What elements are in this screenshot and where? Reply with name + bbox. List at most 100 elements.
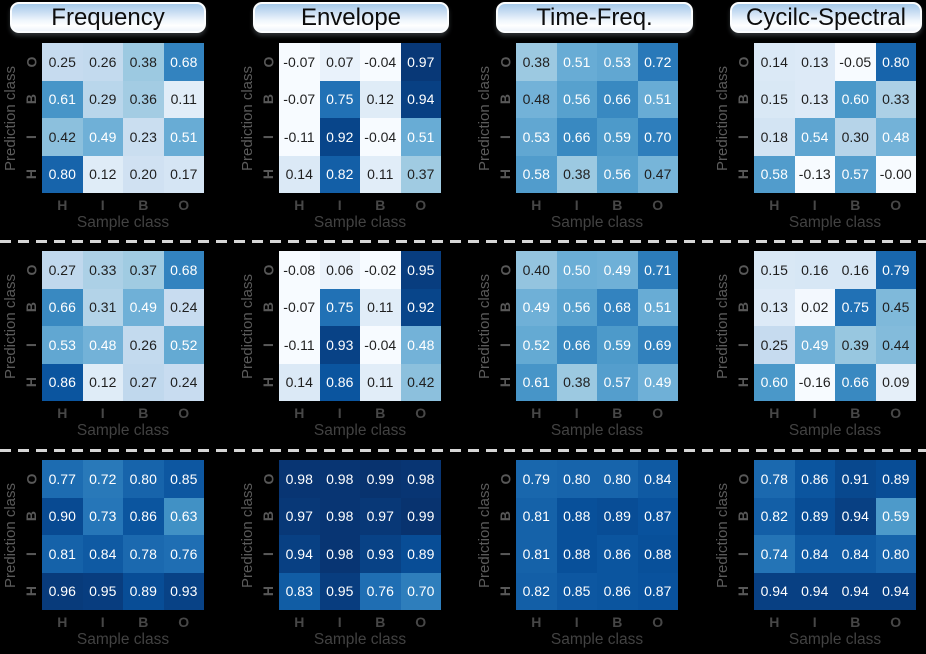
y-tick-text: H <box>497 586 513 597</box>
x-tick-label: B <box>138 197 149 213</box>
y-tick-label: I <box>735 535 751 573</box>
heatmap-cell: 0.88 <box>556 535 597 573</box>
heatmap-cell: 0.59 <box>875 497 916 535</box>
y-tick-label: B <box>497 289 513 327</box>
heatmap-cell: -0.04 <box>360 43 401 81</box>
heatmap-cell: 0.24 <box>163 363 204 401</box>
x-tick-label: H <box>294 614 305 630</box>
heatmap-cell: 0.88 <box>556 497 597 535</box>
y-tick-text: H <box>260 377 276 388</box>
heatmap-cell: 0.48 <box>400 326 441 364</box>
x-tick-label: B <box>850 614 861 630</box>
heatmap-cell: 0.80 <box>597 460 638 498</box>
y-tick-label: O <box>23 43 39 81</box>
heatmap-cell: 0.56 <box>556 288 597 326</box>
heatmap-cell: 0.68 <box>163 251 204 289</box>
header-cycilc-spectral: Cycilc-Spectral <box>730 2 922 33</box>
x-tick-label: O <box>652 405 664 421</box>
heatmap-cell: -0.07 <box>279 80 320 118</box>
heatmap-cell: 0.94 <box>875 572 916 610</box>
header-time-freq: Time-Freq. <box>496 2 693 33</box>
heatmap-cell: 0.63 <box>163 497 204 535</box>
heatmap-cell: 0.78 <box>123 535 164 573</box>
heatmap-cell: -0.13 <box>794 155 835 193</box>
y-tick-label: I <box>23 535 39 573</box>
heatmap-cell: 0.75 <box>319 80 360 118</box>
y-tick-text: B <box>260 302 276 313</box>
heatmap-cell: 0.61 <box>42 80 83 118</box>
x-tick-label: I <box>100 197 105 213</box>
heatmap-cell: 0.51 <box>556 43 597 81</box>
y-tick-label: O <box>497 460 513 498</box>
x-tick-label: B <box>850 405 861 421</box>
heatmap-cell: 0.69 <box>637 326 678 364</box>
heatmap-cell: 0.81 <box>42 535 83 573</box>
y-axis-label: Prediction class <box>2 460 20 610</box>
heatmap-cell: 0.45 <box>875 288 916 326</box>
y-tick-label: I <box>497 535 513 573</box>
heatmap-cell: 0.27 <box>123 363 164 401</box>
heatmap-cell: 0.99 <box>360 460 401 498</box>
y-tick-label: I <box>23 326 39 364</box>
y-tick-text: B <box>497 511 513 522</box>
y-tick-label: H <box>23 573 39 611</box>
y-axis-label: Prediction class <box>714 251 732 401</box>
y-tick-text: B <box>260 511 276 522</box>
heatmap-cell: 0.11 <box>360 155 401 193</box>
x-tick-label: H <box>531 405 542 421</box>
heatmap-cell: 0.98 <box>400 460 441 498</box>
x-tick-label: I <box>337 614 342 630</box>
x-tick-label: O <box>178 405 190 421</box>
heatmap-cell: 0.49 <box>82 118 123 156</box>
heatmap-cell: 0.39 <box>835 326 876 364</box>
y-tick-label: H <box>735 156 751 194</box>
heatmap-cell: -0.11 <box>279 326 320 364</box>
y-tick-text: O <box>259 264 276 276</box>
y-tick-label: O <box>260 43 276 81</box>
x-tick-label: I <box>100 614 105 630</box>
heatmap-cell: -0.02 <box>360 251 401 289</box>
y-tick-text: I <box>22 134 39 139</box>
y-tick-label: O <box>497 251 513 289</box>
y-axis-label: Prediction class <box>2 43 20 193</box>
y-tick-text: I <box>22 551 39 556</box>
heatmap-cell: 0.51 <box>400 118 441 156</box>
heatmap-cell: -0.07 <box>279 43 320 81</box>
x-tick-label: I <box>812 405 817 421</box>
heatmap-cell: 0.92 <box>400 288 441 326</box>
heatmap-cell: 0.51 <box>637 288 678 326</box>
y-axis-label-text: Prediction class <box>239 482 257 588</box>
heatmap-cell: 0.91 <box>835 460 876 498</box>
heatmap-cell: -0.11 <box>279 118 320 156</box>
header-frequency: Frequency <box>10 2 206 33</box>
y-tick-label: H <box>23 156 39 194</box>
heatmap-cell: 0.16 <box>835 251 876 289</box>
y-tick-label: B <box>735 81 751 119</box>
y-tick-label: H <box>260 156 276 194</box>
heatmap-cell: 0.51 <box>163 118 204 156</box>
heatmap-cell: 0.02 <box>794 288 835 326</box>
x-tick-label: B <box>375 197 386 213</box>
heatmap-cell: 0.30 <box>835 118 876 156</box>
heatmap-cell: 0.89 <box>597 497 638 535</box>
heatmap-cell: 0.49 <box>516 288 557 326</box>
heatmap-cell: 0.33 <box>875 80 916 118</box>
heatmap-cell: 0.17 <box>163 155 204 193</box>
y-tick-label: H <box>260 573 276 611</box>
y-tick-text: I <box>496 551 513 556</box>
heatmap-cell: 0.29 <box>82 80 123 118</box>
x-axis-label: Sample class <box>550 214 644 231</box>
y-tick-text: B <box>23 511 39 522</box>
y-tick-text: O <box>496 56 513 68</box>
y-tick-label: O <box>735 251 751 289</box>
x-tick-label: B <box>138 614 149 630</box>
y-axis-label: Prediction class <box>239 43 257 193</box>
heatmap-cell: 0.49 <box>794 326 835 364</box>
heatmap-cell: 0.84 <box>835 535 876 573</box>
y-axis-label-text: Prediction class <box>714 65 732 171</box>
x-axis-label: Sample class <box>76 631 170 648</box>
x-tick-label: H <box>57 614 68 630</box>
heatmap-cell: 0.61 <box>516 363 557 401</box>
y-tick-label: O <box>23 460 39 498</box>
heatmap-cell: 0.94 <box>754 572 795 610</box>
